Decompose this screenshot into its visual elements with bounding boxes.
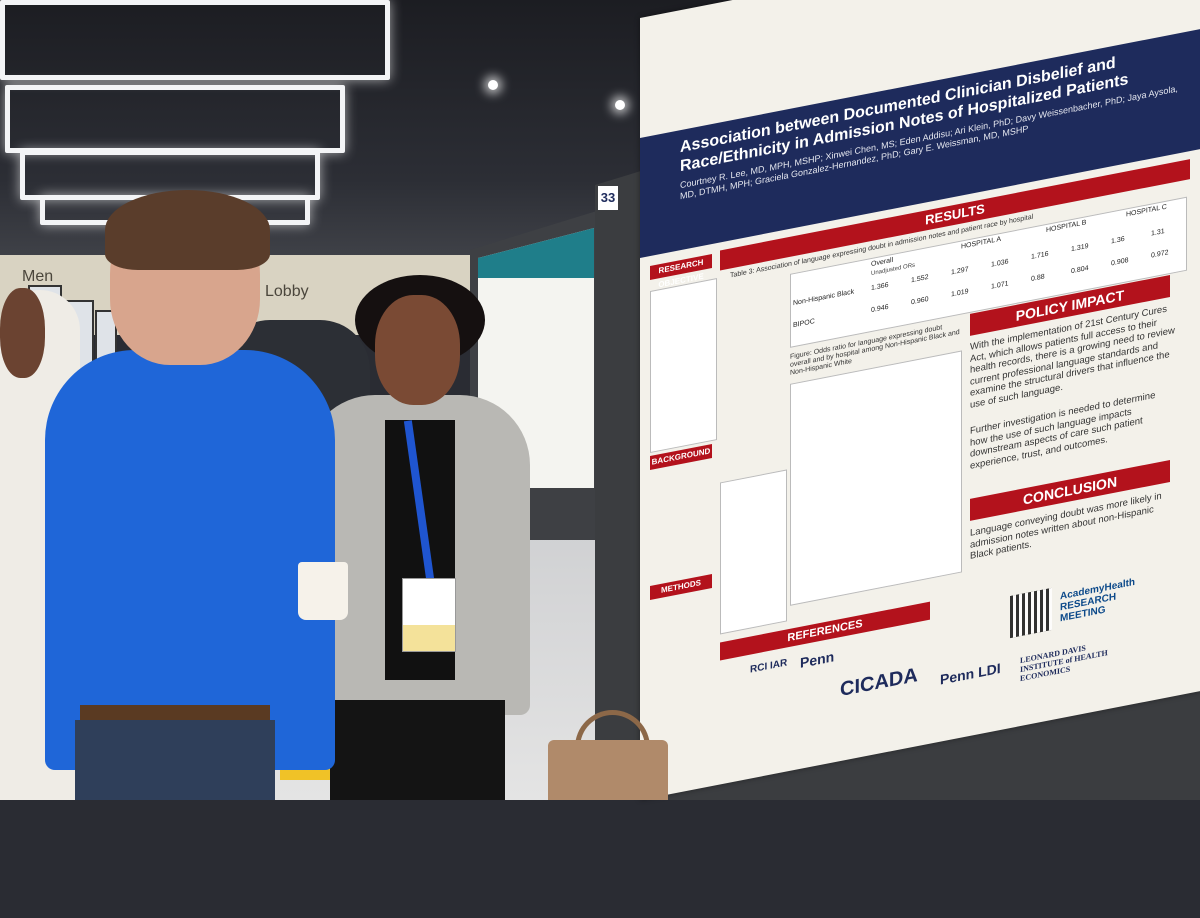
spotlight [488, 80, 498, 90]
table3-cell: 1.297 [951, 266, 969, 277]
name-badge [402, 578, 456, 652]
table3-header-hospital-c: HOSPITAL C [1126, 203, 1167, 219]
qr-code-icon [1010, 587, 1052, 639]
section-methods: METHODS [650, 574, 712, 601]
ldi-logo-text: LEONARD DAVIS INSTITUTE of HEALTH ECONOM… [1020, 643, 1108, 684]
cicada-logo: CICADA [840, 664, 918, 702]
table3-header-hospital-b: HOSPITAL B [1046, 219, 1087, 235]
presenter-face [375, 295, 460, 405]
coffee-cup [298, 562, 348, 620]
spotlight [615, 100, 625, 110]
attendee-hair [105, 190, 270, 270]
attendee-left-head [0, 288, 45, 378]
table3-cell: 1.319 [1071, 242, 1089, 254]
presenter-skirt [330, 700, 505, 800]
rci-iar-logo: RCI IAR [750, 657, 788, 676]
academyhealth-logo: AcademyHealth RESEARCH MEETING [1060, 576, 1136, 625]
figure-forest-plot [790, 350, 962, 606]
table3-cell: 1.716 [1031, 250, 1049, 261]
table3-cell: 0.960 [911, 295, 929, 307]
restroom-sign: Men [22, 268, 54, 285]
table3-cell: 1.36 [1111, 235, 1125, 246]
attendee-blue-shirt [45, 350, 335, 770]
table2 [720, 469, 787, 635]
handbag [548, 740, 668, 800]
table3-cell: 0.908 [1111, 257, 1129, 268]
table3-cell: 1.036 [991, 258, 1009, 269]
table3-cell: 0.88 [1031, 273, 1045, 283]
table3-row-label: Non-Hispanic Black [793, 288, 855, 308]
ceiling-light [5, 85, 345, 153]
table3-cell: 0.946 [871, 303, 889, 315]
board-number-tag: 33 [598, 186, 618, 210]
attendee-pants [75, 720, 275, 800]
section-research-objective: RESEARCH OBJECTIVE [650, 254, 712, 289]
lobby-sign: Lobby [265, 283, 309, 300]
table1 [650, 278, 717, 454]
handbag-handle [575, 710, 650, 765]
ceiling-light [0, 0, 390, 80]
penn-ldi-logo: Penn LDI [940, 659, 1001, 688]
table3-cell: 1.366 [871, 281, 889, 293]
table3-cell: 1.071 [991, 280, 1009, 291]
table3-cell: 1.552 [911, 273, 929, 285]
table3-row-label: BIPOC [793, 318, 815, 330]
penn-logo: Penn [800, 648, 835, 671]
table3-header-hospital-a: HOSPITAL A [961, 235, 1002, 251]
research-poster: Association between Documented Clinician… [640, 0, 1200, 800]
table3-cell: 0.804 [1071, 264, 1089, 276]
table3-cell: 1.31 [1151, 228, 1165, 238]
table3-cell: 1.019 [951, 288, 969, 299]
table3-cell: 0.972 [1151, 249, 1169, 260]
